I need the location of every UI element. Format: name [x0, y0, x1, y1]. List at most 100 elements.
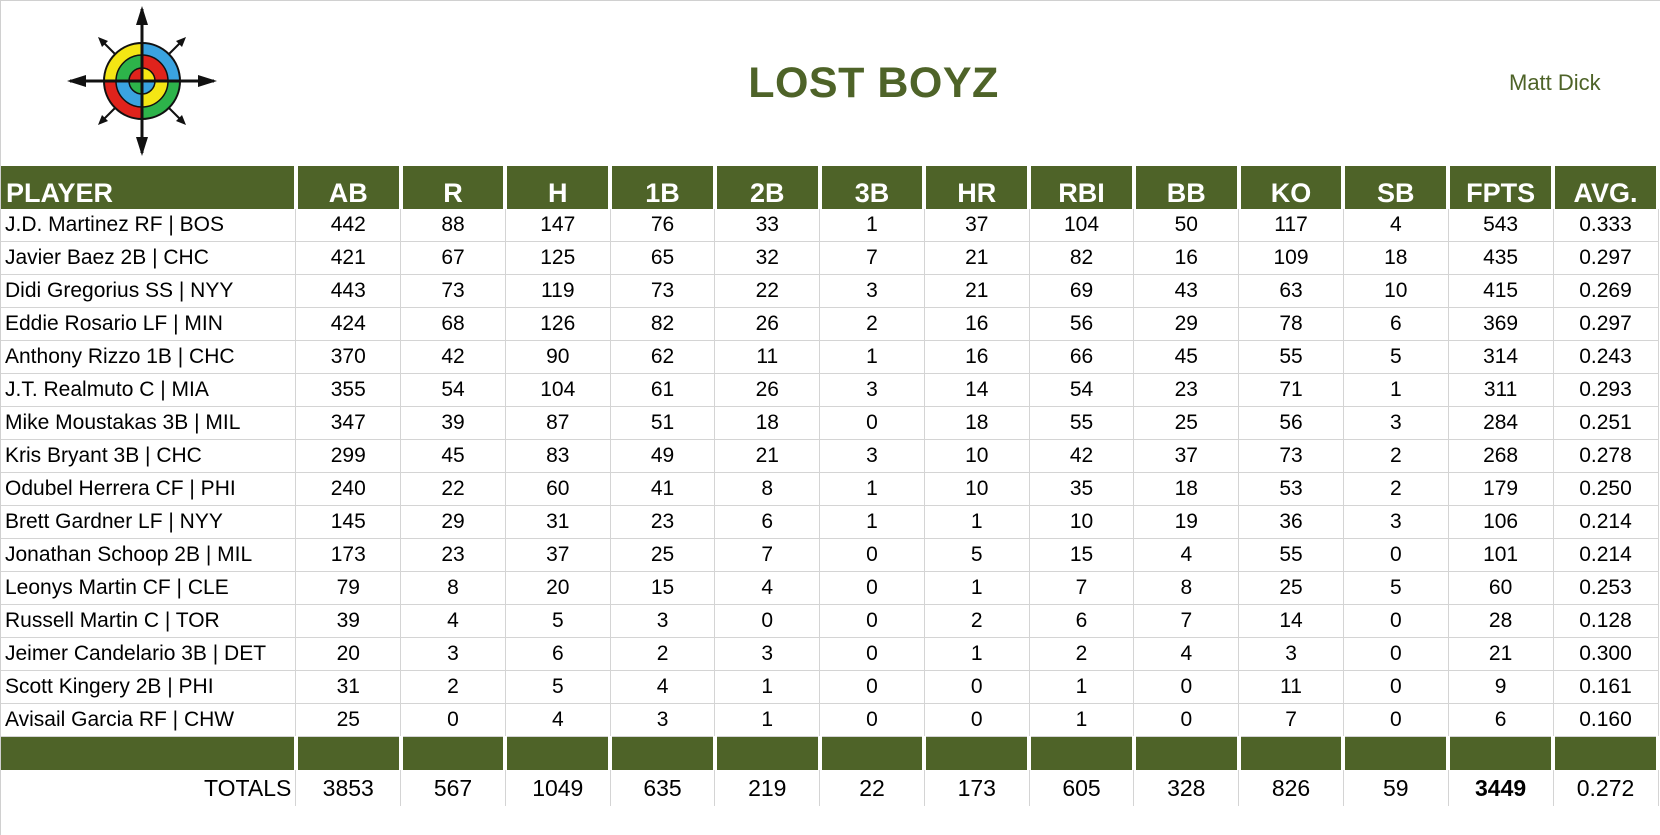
column-header: KO [1238, 166, 1346, 209]
spacer-cell [1553, 736, 1660, 770]
spacer-cell [610, 736, 717, 770]
stat-cell: 0.253 [1553, 571, 1659, 605]
stat-cell: 90 [505, 340, 611, 374]
stat-cell: 0.297 [1553, 241, 1659, 275]
stat-cell: 6 [1448, 703, 1554, 737]
stat-cell: 25 [1238, 571, 1344, 605]
stat-cell: 37 [505, 538, 611, 572]
player-name-cell: Javier Baez 2B | CHC [1, 241, 297, 275]
stat-cell: 5 [1343, 571, 1449, 605]
stat-cell: 347 [295, 406, 402, 440]
totals-cell: 0.272 [1553, 770, 1659, 806]
stat-cell: 4 [610, 670, 716, 704]
stat-cell: 7 [1029, 571, 1135, 605]
column-header: FPTS [1448, 166, 1556, 209]
table-row: Didi Gregorius SS | NYY 443 73 119 73 22 3 21 69… [1, 274, 1659, 308]
spacer-cell [400, 736, 508, 770]
column-header: H [505, 166, 613, 209]
player-name-cell: Mike Moustakas 3B | MIL [1, 406, 297, 440]
stat-cell: 66 [1029, 340, 1135, 374]
stat-cell: 3 [1343, 406, 1449, 440]
stat-cell: 29 [1133, 307, 1240, 341]
stat-cell: 0.300 [1553, 637, 1659, 671]
stat-cell: 0 [1343, 604, 1449, 638]
player-name-cell: Didi Gregorius SS | NYY [1, 274, 297, 308]
totals-cell: 635 [610, 770, 716, 806]
stat-cell: 25 [610, 538, 716, 572]
stat-cell: 18 [924, 406, 1030, 440]
stat-cell: 147 [505, 209, 611, 242]
stat-cell: 0.214 [1553, 538, 1659, 572]
stat-cell: 0 [1343, 538, 1449, 572]
stat-cell: 10 [924, 472, 1030, 506]
player-name-cell: Anthony Rizzo 1B | CHC [1, 340, 297, 374]
stat-cell: 14 [1238, 604, 1344, 638]
player-name-cell: Kris Bryant 3B | CHC [1, 439, 297, 473]
table-row: J.T. Realmuto C | MIA 355 54 104 61 26 3 14 54 23… [1, 373, 1659, 407]
stat-cell: 51 [610, 406, 716, 440]
stat-cell: 82 [610, 307, 716, 341]
player-name-cell: Avisail Garcia RF | CHW [1, 703, 297, 737]
stat-cell: 0.250 [1553, 472, 1659, 506]
stat-cell: 10 [924, 439, 1030, 473]
stat-cell: 3 [819, 274, 925, 308]
stat-cell: 415 [1448, 274, 1554, 308]
stat-cell: 0.293 [1553, 373, 1659, 407]
stat-cell: 25 [295, 703, 402, 737]
column-header: 2B [714, 166, 822, 209]
stat-cell: 5 [505, 604, 611, 638]
totals-cell: 22 [819, 770, 925, 806]
stat-cell: 311 [1448, 373, 1554, 407]
stat-cell: 443 [295, 274, 402, 308]
stat-cell: 104 [505, 373, 611, 407]
stat-cell: 31 [505, 505, 611, 539]
stat-cell: 60 [505, 472, 611, 506]
totals-cell: 567 [400, 770, 506, 806]
table-row: Russell Martin C | TOR 39 4 5 3 0 0 2 6 7 14 0 28 0.1… [1, 604, 1659, 638]
stat-cell: 45 [400, 439, 506, 473]
stat-cell: 1 [924, 571, 1030, 605]
player-name-cell: Odubel Herrera CF | PHI [1, 472, 297, 506]
totals-cell: 826 [1238, 770, 1344, 806]
stat-cell: 4 [1343, 209, 1449, 242]
stat-cell: 7 [819, 241, 925, 275]
spacer-cell [1343, 736, 1451, 770]
stat-cell: 3 [400, 637, 506, 671]
stat-cell: 1 [1029, 670, 1135, 704]
stat-cell: 1 [714, 670, 821, 704]
stat-cell: 23 [400, 538, 506, 572]
stat-cell: 314 [1448, 340, 1554, 374]
stat-cell: 0.251 [1553, 406, 1659, 440]
stat-cell: 145 [295, 505, 402, 539]
stat-cell: 3 [610, 604, 716, 638]
stats-table: PLAYER AB R H 1B 2B 3B HR RBI BB KO SB F… [1, 166, 1660, 806]
stat-cell: 21 [1448, 637, 1554, 671]
totals-label: TOTALS [1, 770, 297, 806]
stat-cell: 1 [924, 505, 1030, 539]
spacer-cell [924, 736, 1032, 770]
table-row: Odubel Herrera CF | PHI 240 22 60 41 8 1 10 35 18… [1, 472, 1659, 506]
stat-cell: 67 [400, 241, 506, 275]
stat-cell: 61 [610, 373, 716, 407]
stat-cell: 49 [610, 439, 716, 473]
stat-cell: 15 [1029, 538, 1135, 572]
stat-cell: 0 [1343, 703, 1449, 737]
totals-fpts-cell: 3449 [1448, 770, 1554, 806]
stat-cell: 8 [400, 571, 506, 605]
stat-cell: 299 [295, 439, 402, 473]
stat-cell: 0 [819, 703, 925, 737]
stat-cell: 355 [295, 373, 402, 407]
spacer-cell [1133, 736, 1241, 770]
stat-cell: 1 [819, 340, 925, 374]
stat-cell: 55 [1238, 538, 1344, 572]
column-header: HR [924, 166, 1032, 209]
stat-cell: 36 [1238, 505, 1344, 539]
stat-cell: 0.160 [1553, 703, 1659, 737]
table-row: Kris Bryant 3B | CHC 299 45 83 49 21 3 10 42 37 73… [1, 439, 1659, 473]
stat-cell: 0 [924, 670, 1030, 704]
stat-cell: 1 [1029, 703, 1135, 737]
stat-cell: 442 [295, 209, 402, 242]
stat-cell: 11 [1238, 670, 1344, 704]
stat-cell: 119 [505, 274, 611, 308]
